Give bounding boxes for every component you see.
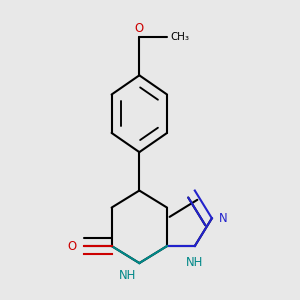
Text: N: N bbox=[219, 212, 228, 225]
Text: NH: NH bbox=[186, 256, 203, 268]
Text: NH: NH bbox=[119, 269, 136, 282]
Text: O: O bbox=[135, 22, 144, 35]
Text: O: O bbox=[68, 239, 77, 253]
Text: CH₃: CH₃ bbox=[170, 32, 189, 42]
